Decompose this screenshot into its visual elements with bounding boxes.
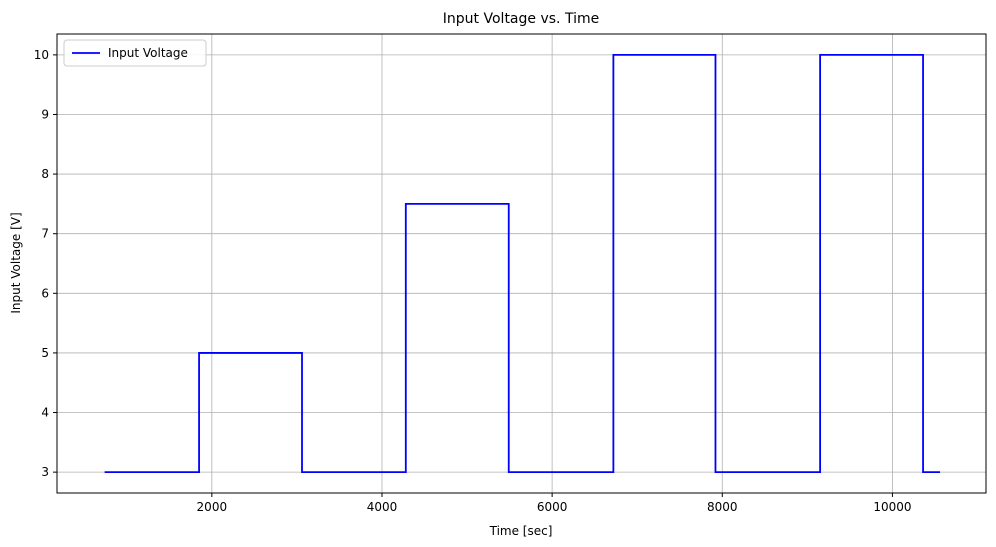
y-axis-label: Input Voltage [V] xyxy=(9,212,23,313)
y-tick-label: 3 xyxy=(41,465,49,479)
x-tick-label: 10000 xyxy=(873,500,911,514)
y-tick-label: 9 xyxy=(41,107,49,121)
axis-ticks: 2000 4000 6000 8000 10000 3 4 5 6 7 8 9 10 xyxy=(34,48,912,514)
y-tick-label: 8 xyxy=(41,167,49,181)
chart-title: Input Voltage vs. Time xyxy=(443,11,599,27)
y-tick-label: 5 xyxy=(41,346,49,360)
y-tick-label: 4 xyxy=(41,406,49,420)
legend: Input Voltage xyxy=(63,39,207,67)
legend-label: Input Voltage xyxy=(108,46,188,60)
series-layer xyxy=(104,53,941,474)
y-tick-label: 6 xyxy=(41,286,49,300)
x-tick-label: 8000 xyxy=(707,500,738,514)
plot-area-frame xyxy=(56,33,987,494)
x-tick-label: 4000 xyxy=(367,500,398,514)
x-axis-label: Time [sec] xyxy=(489,524,553,538)
x-tick-label: 6000 xyxy=(537,500,568,514)
x-tick-label: 2000 xyxy=(197,500,228,514)
y-tick-label: 10 xyxy=(34,48,49,62)
series-line-input-voltage xyxy=(104,53,941,474)
y-tick-label: 7 xyxy=(41,227,49,241)
legend-box xyxy=(63,39,207,67)
